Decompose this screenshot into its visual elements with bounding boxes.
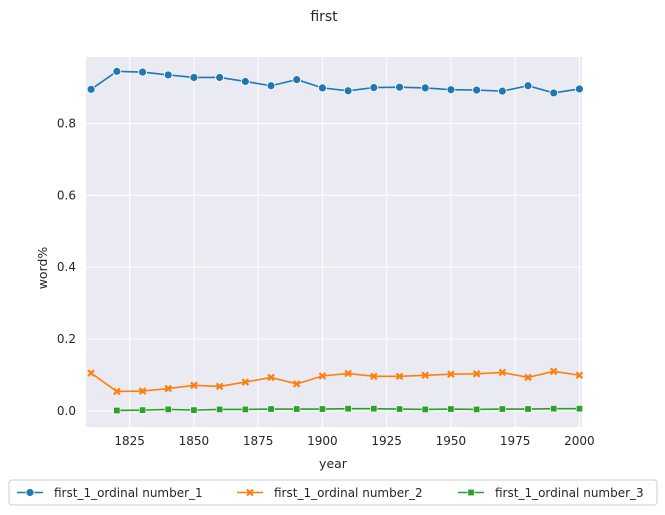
data-point	[551, 405, 557, 411]
y-tick-label: 0.8	[57, 116, 76, 130]
y-tick-label: 0.2	[57, 332, 76, 346]
y-axis-ticks: 0.0 0.2 0.4 0.6 0.8	[57, 116, 76, 417]
data-point	[267, 82, 275, 90]
data-point	[139, 68, 147, 76]
data-point	[216, 73, 224, 81]
x-tick-label: 1975	[500, 434, 531, 448]
x-tick-label: 1875	[243, 434, 274, 448]
data-point	[473, 406, 479, 412]
plot-area	[86, 57, 582, 427]
data-point	[190, 73, 198, 81]
x-tick-label: 2000	[564, 434, 595, 448]
data-point	[499, 406, 505, 412]
legend-marker	[468, 489, 474, 495]
data-point	[345, 405, 351, 411]
legend: first_1_ordinal number_1 first_1_ordinal …	[9, 480, 657, 505]
data-point	[319, 406, 325, 412]
y-tick-label: 0.0	[57, 404, 76, 418]
data-point	[87, 85, 95, 93]
data-point	[396, 406, 402, 412]
x-tick-label: 1925	[371, 434, 402, 448]
data-point	[371, 405, 377, 411]
data-point	[293, 76, 301, 84]
legend-marker	[26, 489, 34, 497]
x-tick-label: 1850	[179, 434, 210, 448]
data-point	[550, 89, 558, 97]
data-point	[241, 77, 249, 85]
data-point	[318, 84, 326, 92]
data-point	[525, 406, 531, 412]
y-tick-label: 0.6	[57, 188, 76, 202]
x-tick-label: 1825	[114, 434, 145, 448]
data-point	[191, 407, 197, 413]
legend-entry-label: first_1_ordinal number_2	[274, 486, 423, 500]
data-point	[139, 407, 145, 413]
data-point	[448, 406, 454, 412]
x-axis-label: year	[319, 456, 348, 471]
data-point	[396, 83, 404, 91]
data-point	[294, 406, 300, 412]
data-point	[164, 71, 172, 79]
x-axis-ticks: 1825 1850 1875 1900 1925 1950 1975 2000	[114, 434, 594, 448]
data-point	[216, 406, 222, 412]
data-point	[473, 86, 481, 94]
y-axis-label: word%	[35, 247, 50, 290]
data-point	[242, 406, 248, 412]
data-point	[447, 86, 455, 94]
x-tick-label: 1900	[307, 434, 338, 448]
data-point	[113, 67, 121, 75]
x-tick-label: 1950	[436, 434, 467, 448]
data-point	[344, 87, 352, 95]
data-point	[575, 85, 583, 93]
data-point	[114, 407, 120, 413]
legend-entry-label: first_1_ordinal number_1	[54, 486, 203, 500]
data-point	[422, 406, 428, 412]
data-point	[524, 82, 532, 90]
y-tick-label: 0.4	[57, 260, 76, 274]
data-point	[576, 405, 582, 411]
chart-title: first	[310, 9, 338, 25]
data-point	[165, 406, 171, 412]
data-point	[498, 87, 506, 95]
data-point	[421, 84, 429, 92]
data-point	[370, 84, 378, 92]
legend-entry-label: first_1_ordinal number_3	[495, 486, 644, 500]
data-point	[268, 406, 274, 412]
